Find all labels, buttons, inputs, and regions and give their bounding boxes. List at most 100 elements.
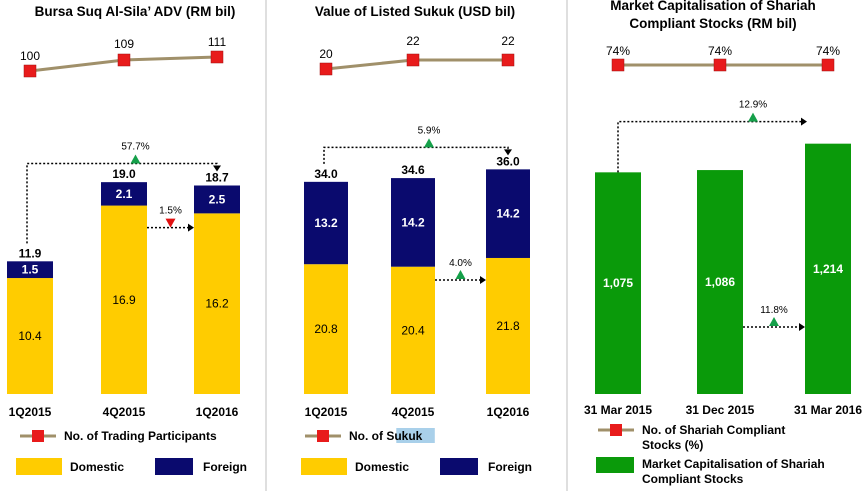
bar-value-label: 10.4 [18, 329, 42, 343]
line-value-label: 111 [208, 35, 227, 49]
arrow-head [801, 117, 807, 126]
arrow-head [480, 275, 486, 284]
legend-marker-swatch [610, 424, 622, 436]
line-value-label: 22 [406, 34, 420, 48]
legend-label: No. of Shariah Compliant [642, 423, 785, 437]
bar-value-label: 14.2 [496, 207, 520, 221]
bar-value-label: 14.2 [401, 215, 425, 229]
total-label: 34.0 [314, 167, 338, 181]
legend-marker-swatch [32, 430, 44, 442]
legend-domestic-swatch [301, 458, 347, 475]
up-triangle-icon [769, 317, 779, 326]
bar-value-label: 1.5 [22, 263, 39, 277]
legend-label: Stocks (%) [642, 438, 703, 452]
bar-value-label: 20.4 [401, 323, 425, 337]
growth-label: 11.8% [760, 305, 788, 316]
total-label: 18.7 [205, 170, 229, 184]
growth-label: 4.0% [449, 258, 472, 269]
line-value-label: 22 [501, 34, 515, 48]
bar-foreign [101, 182, 147, 206]
line-marker [713, 58, 727, 72]
up-triangle-icon [424, 138, 434, 148]
bar-domestic [391, 266, 435, 394]
chart-panel-3: Market Capitalisation of Shariah Complian… [584, 0, 862, 486]
x-tick-label: 31 Mar 2016 [794, 403, 862, 417]
bar-domestic [304, 264, 348, 394]
down-triangle-icon [165, 218, 176, 228]
x-tick-label: 31 Dec 2015 [686, 403, 755, 417]
bar-domestic [194, 213, 240, 394]
x-tick-label: 1Q2015 [305, 405, 348, 419]
bar-foreign [194, 185, 240, 214]
bar-domestic [486, 257, 530, 394]
line-value-label: 20 [319, 47, 333, 61]
line-marker [406, 53, 420, 67]
line-value-label: 109 [114, 37, 134, 51]
bar-market-capitalisation-of-shariah-compliant-stocks [697, 170, 743, 394]
bar-domestic [101, 205, 147, 394]
legend-label: No. of Sukuk [349, 429, 423, 443]
x-tick-label: 4Q2015 [392, 405, 435, 419]
growth-connector [617, 120, 801, 173]
growth-label: 57.7% [121, 141, 149, 152]
growth-connector [323, 146, 509, 164]
x-tick-label: 4Q2015 [103, 405, 146, 419]
bar-foreign [391, 178, 435, 267]
chart-title: Compliant Stocks (RM bil) [629, 16, 796, 31]
bar-foreign [486, 169, 530, 258]
line-value-label: 74% [708, 44, 732, 58]
line-marker [210, 50, 224, 64]
bar-value-label: 1,086 [705, 275, 735, 289]
total-label: 11.9 [19, 246, 42, 260]
total-label: 19.0 [112, 167, 136, 181]
line-marker [117, 53, 131, 67]
line-value-label: 74% [816, 44, 840, 58]
legend-label: Foreign [203, 460, 247, 474]
x-tick-label: 31 Mar 2015 [584, 403, 652, 417]
growth-label: 12.9% [739, 100, 767, 111]
chart-title: Bursa Suq Al-Sila’ ADV (RM bil) [35, 4, 236, 19]
chart-title: Value of Listed Sukuk (USD bil) [315, 4, 515, 19]
bar-market-capitalisation-of-shariah-compliant-stocks [595, 172, 641, 394]
bar-value-label: 13.2 [314, 216, 338, 230]
line-marker [611, 58, 625, 72]
up-triangle-icon [130, 154, 141, 164]
growth-label: 1.5% [159, 206, 182, 217]
bar-market-capitalisation-of-shariah-compliant-stocks [805, 143, 851, 394]
line-value-label: 74% [606, 44, 630, 58]
arrow-head [188, 223, 194, 232]
chart-panel-1: Bursa Suq Al-Sila’ ADV (RM bil) 100 109 111… [7, 4, 247, 475]
growth-label: 5.9% [418, 125, 441, 136]
line-marker [319, 62, 333, 76]
bar-value-label: 16.9 [112, 293, 136, 307]
legend-label: No. of Trading Participants [64, 429, 217, 443]
bar-value-label: 2.1 [116, 187, 133, 201]
legend-label: Domestic [70, 460, 124, 474]
total-label: 36.0 [496, 154, 520, 168]
legend-label: Domestic [355, 460, 409, 474]
line-marker [501, 53, 515, 67]
arrow-head [799, 323, 805, 331]
legend-market-cap-swatch [596, 457, 634, 473]
line-marker [821, 58, 835, 72]
line-marker [23, 64, 37, 78]
bar-value-label: 16.2 [205, 297, 229, 311]
chart-panel-2: Value of Listed Sukuk (USD bil) 20 22 22 20.… [301, 4, 532, 475]
bar-value-label: 2.5 [209, 192, 226, 206]
bar-foreign [7, 261, 53, 279]
up-triangle-icon [748, 112, 758, 122]
legend-domestic-swatch [16, 458, 62, 475]
legend-foreign-swatch [440, 458, 478, 475]
x-tick-label: 1Q2016 [196, 405, 239, 419]
legend-label: Foreign [488, 460, 532, 474]
arrow-head [504, 149, 512, 156]
bar-value-label: 1,214 [813, 262, 843, 276]
line-value-label: 100 [20, 49, 40, 63]
bar-value-label: 20.8 [314, 322, 338, 336]
legend-label: Market Capitalisation of Shariah [642, 457, 825, 471]
text-highlight [396, 428, 435, 443]
legend-marker-swatch [317, 430, 329, 442]
legend-foreign-swatch [155, 458, 193, 475]
up-triangle-icon [455, 269, 466, 279]
